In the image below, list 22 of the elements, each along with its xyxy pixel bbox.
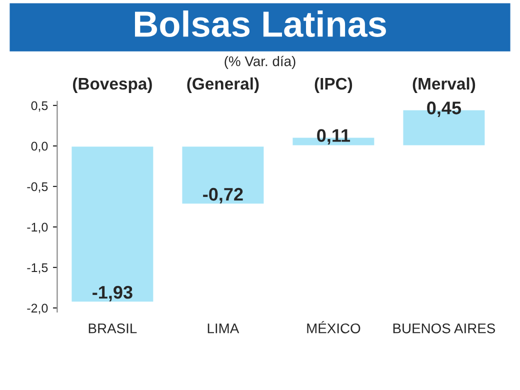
y-tick-label: -1,0 — [27, 222, 48, 234]
y-tick-label: 0,5 — [31, 101, 48, 112]
chart-title: Bolsas Latinas — [134, 10, 386, 37]
x-tick-label: BRASIL — [88, 323, 137, 334]
y-tick-label: -0,5 — [27, 182, 48, 193]
y-tick-label: 0,0 — [31, 142, 48, 152]
y-tick-label: -1,5 — [27, 263, 48, 274]
text: (Merval) — [412, 77, 476, 93]
data-label: 0,45 — [427, 102, 462, 117]
text: (Bovespa) — [72, 77, 152, 93]
chart-subtitle: (% Var. día) — [224, 56, 296, 69]
text: (IPC) — [314, 77, 352, 93]
x-tick-label: LIMA — [208, 324, 240, 334]
y-tick-label: -2,0 — [27, 304, 48, 314]
text: (General) — [187, 77, 259, 93]
x-tick-label: BUENOS AIRES — [393, 323, 496, 334]
data-label: -0,72 — [203, 188, 243, 204]
bar — [180, 145, 266, 205]
data-label: -1,93 — [92, 286, 132, 302]
bar — [70, 145, 155, 303]
data-label: 0,11 — [317, 129, 350, 145]
x-tick-label: MÉXICO — [307, 321, 360, 334]
